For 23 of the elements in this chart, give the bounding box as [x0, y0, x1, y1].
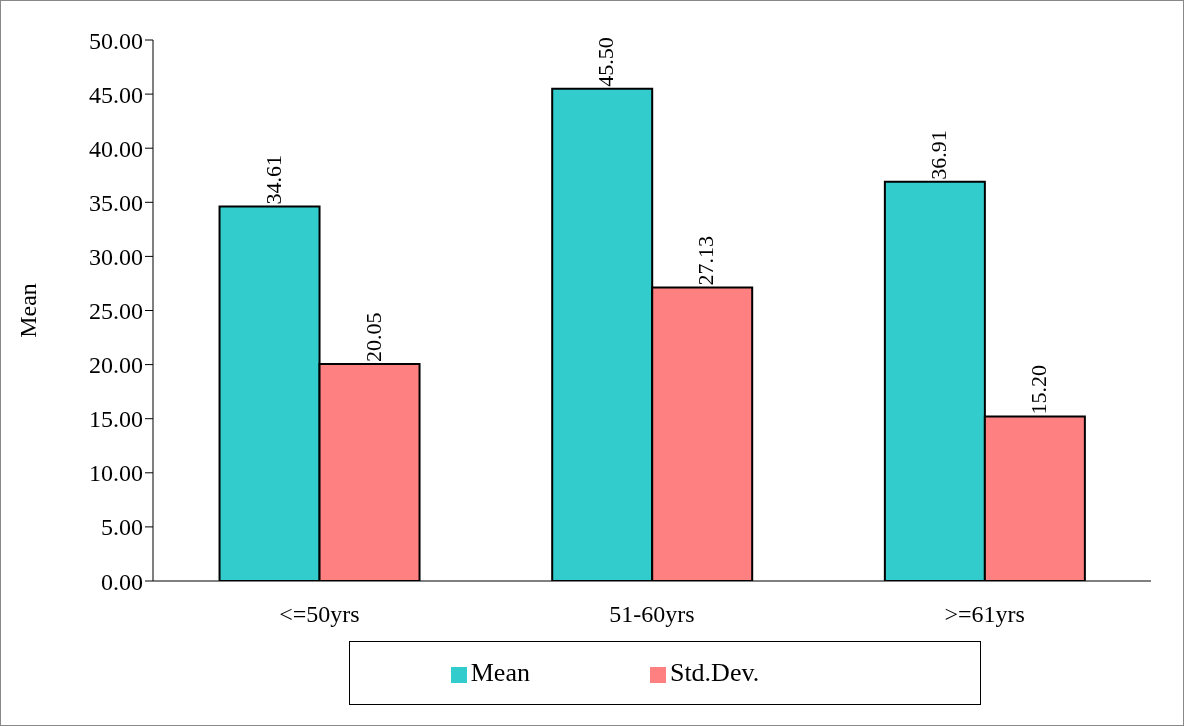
y-tick-label: 10.00: [89, 460, 143, 487]
legend-label: Std.Dev.: [669, 658, 760, 687]
x-tick-label: >=61yrs: [944, 601, 1025, 628]
y-tick-label: 40.00: [89, 135, 143, 162]
y-tick-label: 20.00: [89, 352, 143, 379]
y-tick-label: 5.00: [101, 514, 143, 541]
y-tick-label: 50.00: [89, 27, 143, 54]
data-label: 45.50: [593, 37, 619, 87]
y-tick-label: 35.00: [89, 189, 143, 216]
y-tick-label: 45.00: [89, 81, 143, 108]
data-label: 20.05: [360, 312, 386, 363]
x-tick-label: 51-60yrs: [609, 601, 695, 628]
data-label: 34.61: [260, 155, 286, 205]
data-label: 15.20: [1025, 365, 1051, 415]
data-label: 27.13: [693, 235, 719, 286]
data-label: 36.91: [925, 130, 951, 180]
y-tick-label: 25.00: [89, 298, 143, 325]
y-tick-label: 0.00: [101, 568, 143, 595]
y-tick-label: 30.00: [89, 243, 143, 270]
y-axis-title: Mean: [14, 283, 41, 338]
y-tick-label: 15.00: [89, 406, 143, 433]
x-tick-label: <=50yrs: [279, 601, 360, 628]
legend-label: Mean: [470, 658, 530, 687]
